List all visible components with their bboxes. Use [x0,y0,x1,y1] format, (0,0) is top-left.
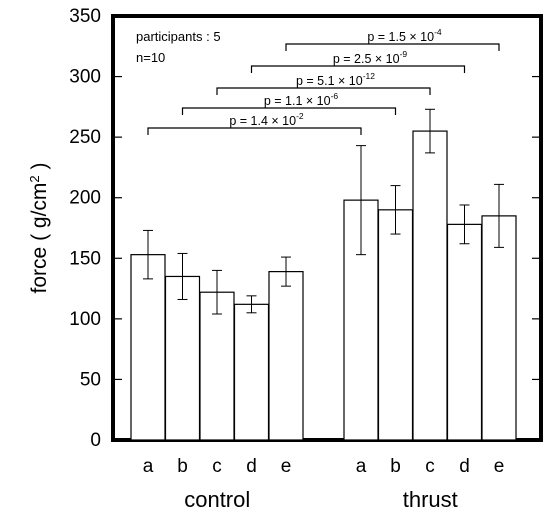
notes: participants : 5 n=10 [136,29,221,65]
p-value-exponent-1: -2 [296,111,304,121]
group-label-thrust: thrust [403,487,458,512]
bar-control-d [233,303,270,441]
bar-control-e [268,271,304,441]
p-value-text-4: p = 2.5 × 10 [333,52,400,66]
significance-bracket-4 [250,65,466,73]
y-tick-label-0: 0 [90,430,101,451]
y-tick-label-300: 300 [69,67,101,88]
x-tick-label-control-c: c [212,456,222,477]
plot-frame [111,14,543,442]
p-value-text-5: p = 1.5 × 10 [367,30,434,44]
p-value-text-2: p = 1.1 × 10 [264,94,331,108]
bars-layer [130,108,517,441]
x-tick-label-thrust-c: c [425,456,435,477]
y-tick-label-250: 250 [69,127,101,148]
group-label-control: control [184,487,250,512]
p-value-exponent-3: -12 [363,71,376,81]
y-tick-label-200: 200 [69,188,101,209]
x-axis: a b c d e control a b c d e thrust [143,456,505,512]
y-axis-label-superscript: 2 [27,175,42,182]
note-participants: participants : 5 [136,29,221,44]
p-value-label-3: p = 5.1 × 10-12 [296,71,375,88]
bar-control-a [130,254,166,441]
x-tick-label-control-e: e [281,456,292,477]
x-tick-label-control-b: b [177,456,188,477]
y-tick-label-150: 150 [69,248,101,269]
x-tick-label-control-a: a [143,456,154,477]
p-value-text-3: p = 5.1 × 10 [296,74,363,88]
bar-control-b [164,275,201,441]
x-tick-label-control-d: d [246,456,257,477]
p-value-label-1: p = 1.4 × 10-2 [229,111,304,128]
note-n: n=10 [136,50,165,65]
x-tick-label-thrust-b: b [390,456,401,477]
x-tick-label-thrust-a: a [356,456,367,477]
y-axis-label: force ( g/cm2 ) [27,163,52,294]
y-tick-label-350: 350 [69,6,101,27]
x-tick-label-thrust-e: e [494,456,505,477]
y-axis-label-main: force ( g/cm [28,183,51,294]
p-value-label-5: p = 1.5 × 10-4 [367,27,442,44]
p-value-label-2: p = 1.1 × 10-6 [264,91,339,108]
annotations-layer: p = 1.4 × 10-2 p = 1.1 × 10-6 p = 5.1 × 10… [147,27,500,135]
bar-thrust-d [446,223,483,441]
bar-thrust-c [412,130,448,441]
y-tick-label-100: 100 [69,309,101,330]
bar-thrust-e [481,215,517,441]
significance-bracket-5 [285,43,500,51]
p-value-label-4: p = 2.5 × 10-9 [333,49,408,66]
p-value-exponent-2: -6 [331,91,339,101]
significance-bracket-3 [216,87,431,95]
significance-bracket-1 [147,127,362,135]
p-value-exponent-4: -9 [400,49,408,59]
significance-bracket-2 [181,107,397,115]
p-value-text-1: p = 1.4 × 10 [229,114,296,128]
bar-thrust-b [377,209,414,441]
x-tick-label-thrust-d: d [459,456,470,477]
y-axis: 0 50 100 150 200 250 300 350 [69,6,541,451]
y-tick-label-50: 50 [80,369,101,390]
y-axis-label-end: ) [28,163,51,176]
p-value-exponent-5: -4 [434,27,442,37]
